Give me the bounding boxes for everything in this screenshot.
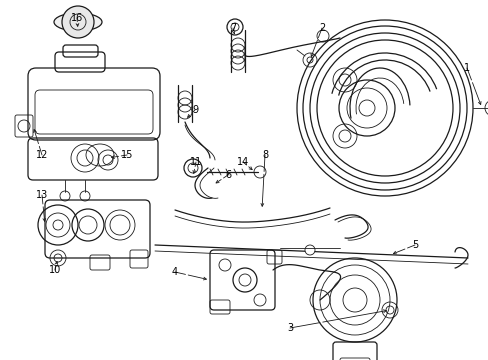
Text: 9: 9 [192, 105, 198, 115]
Text: 8: 8 [262, 150, 267, 160]
Text: 11: 11 [189, 157, 202, 167]
Circle shape [305, 245, 314, 255]
Circle shape [62, 6, 94, 38]
Text: 16: 16 [71, 13, 83, 23]
Text: 7: 7 [229, 23, 236, 33]
Text: 5: 5 [411, 240, 417, 250]
Text: 2: 2 [318, 23, 325, 33]
Text: 10: 10 [49, 265, 61, 275]
Ellipse shape [54, 13, 102, 31]
Text: 6: 6 [224, 170, 231, 180]
Text: 3: 3 [286, 323, 292, 333]
Text: 1: 1 [463, 63, 469, 73]
Text: 4: 4 [172, 267, 178, 277]
Text: 12: 12 [36, 150, 48, 160]
Text: 14: 14 [236, 157, 248, 167]
Text: 13: 13 [36, 190, 48, 200]
Text: 15: 15 [121, 150, 133, 160]
